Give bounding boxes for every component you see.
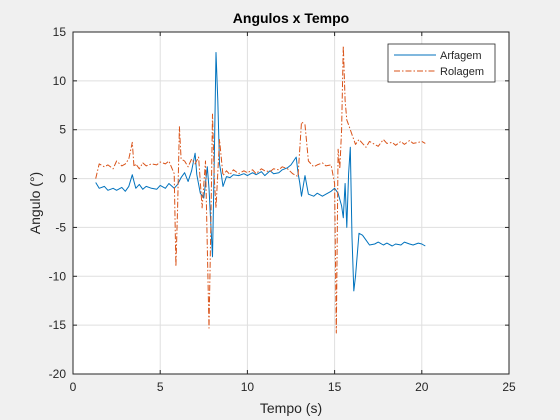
y-tick-label: 10 <box>53 74 67 88</box>
y-tick-label: -20 <box>49 367 67 381</box>
axis-ticks: 0 5 10 15 20 25 -20 -15 -10 -5 0 5 10 15 <box>49 25 516 394</box>
series-line-rolagem <box>95 45 426 334</box>
y-axis-label: Angulo (°) <box>27 172 43 234</box>
y-tick-label: -15 <box>49 318 67 332</box>
legend-label-rolagem: Rolagem <box>440 66 484 78</box>
y-tick-label: 5 <box>59 123 66 137</box>
y-tick-label: 0 <box>59 172 66 186</box>
y-tick-label: 15 <box>53 25 67 39</box>
x-axis-label: Tempo (s) <box>260 400 322 416</box>
x-tick-label: 15 <box>328 380 342 394</box>
y-tick-label: -5 <box>55 220 66 234</box>
x-tick-label: 25 <box>502 380 516 394</box>
y-tick-label: -10 <box>49 269 67 283</box>
legend-label-arfagem: Arfagem <box>440 50 482 62</box>
x-tick-label: 0 <box>70 380 77 394</box>
legend-box <box>387 43 496 83</box>
x-tick-label: 20 <box>415 380 429 394</box>
x-tick-label: 5 <box>157 380 164 394</box>
series-layer <box>95 45 426 334</box>
plot-area <box>73 32 509 374</box>
legend: Arfagem Rolagem <box>387 43 496 83</box>
chart-title: Angulos x Tempo <box>233 10 349 26</box>
x-tick-label: 10 <box>241 380 255 394</box>
series-line-arfagem <box>95 52 426 292</box>
axes-box <box>72 31 510 375</box>
